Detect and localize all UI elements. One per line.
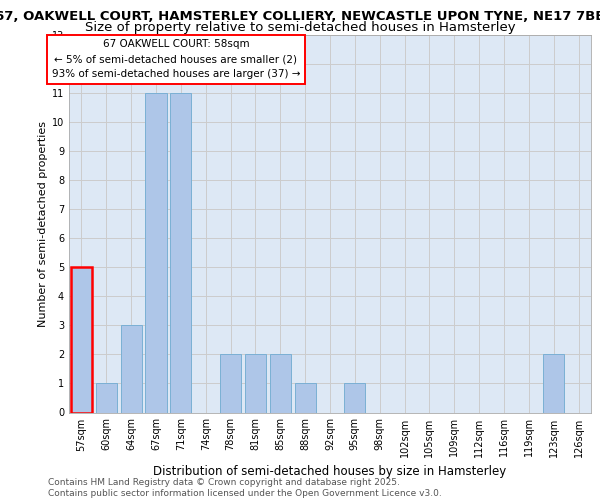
Bar <box>170 93 191 412</box>
X-axis label: Distribution of semi-detached houses by size in Hamsterley: Distribution of semi-detached houses by … <box>154 465 506 478</box>
Bar <box>220 354 241 412</box>
Bar <box>96 384 117 412</box>
Bar <box>543 354 564 412</box>
Text: 67 OAKWELL COURT: 58sqm
← 5% of semi-detached houses are smaller (2)
93% of semi: 67 OAKWELL COURT: 58sqm ← 5% of semi-det… <box>52 40 300 79</box>
Bar <box>121 326 142 412</box>
Bar <box>295 384 316 412</box>
Bar <box>270 354 291 412</box>
Bar <box>145 93 167 412</box>
Text: Contains HM Land Registry data © Crown copyright and database right 2025.
Contai: Contains HM Land Registry data © Crown c… <box>48 478 442 498</box>
Bar <box>245 354 266 412</box>
Bar <box>71 268 92 412</box>
Bar <box>344 384 365 412</box>
Text: 67, OAKWELL COURT, HAMSTERLEY COLLIERY, NEWCASTLE UPON TYNE, NE17 7BE: 67, OAKWELL COURT, HAMSTERLEY COLLIERY, … <box>0 10 600 23</box>
Y-axis label: Number of semi-detached properties: Number of semi-detached properties <box>38 120 47 327</box>
Text: Size of property relative to semi-detached houses in Hamsterley: Size of property relative to semi-detach… <box>85 21 515 34</box>
